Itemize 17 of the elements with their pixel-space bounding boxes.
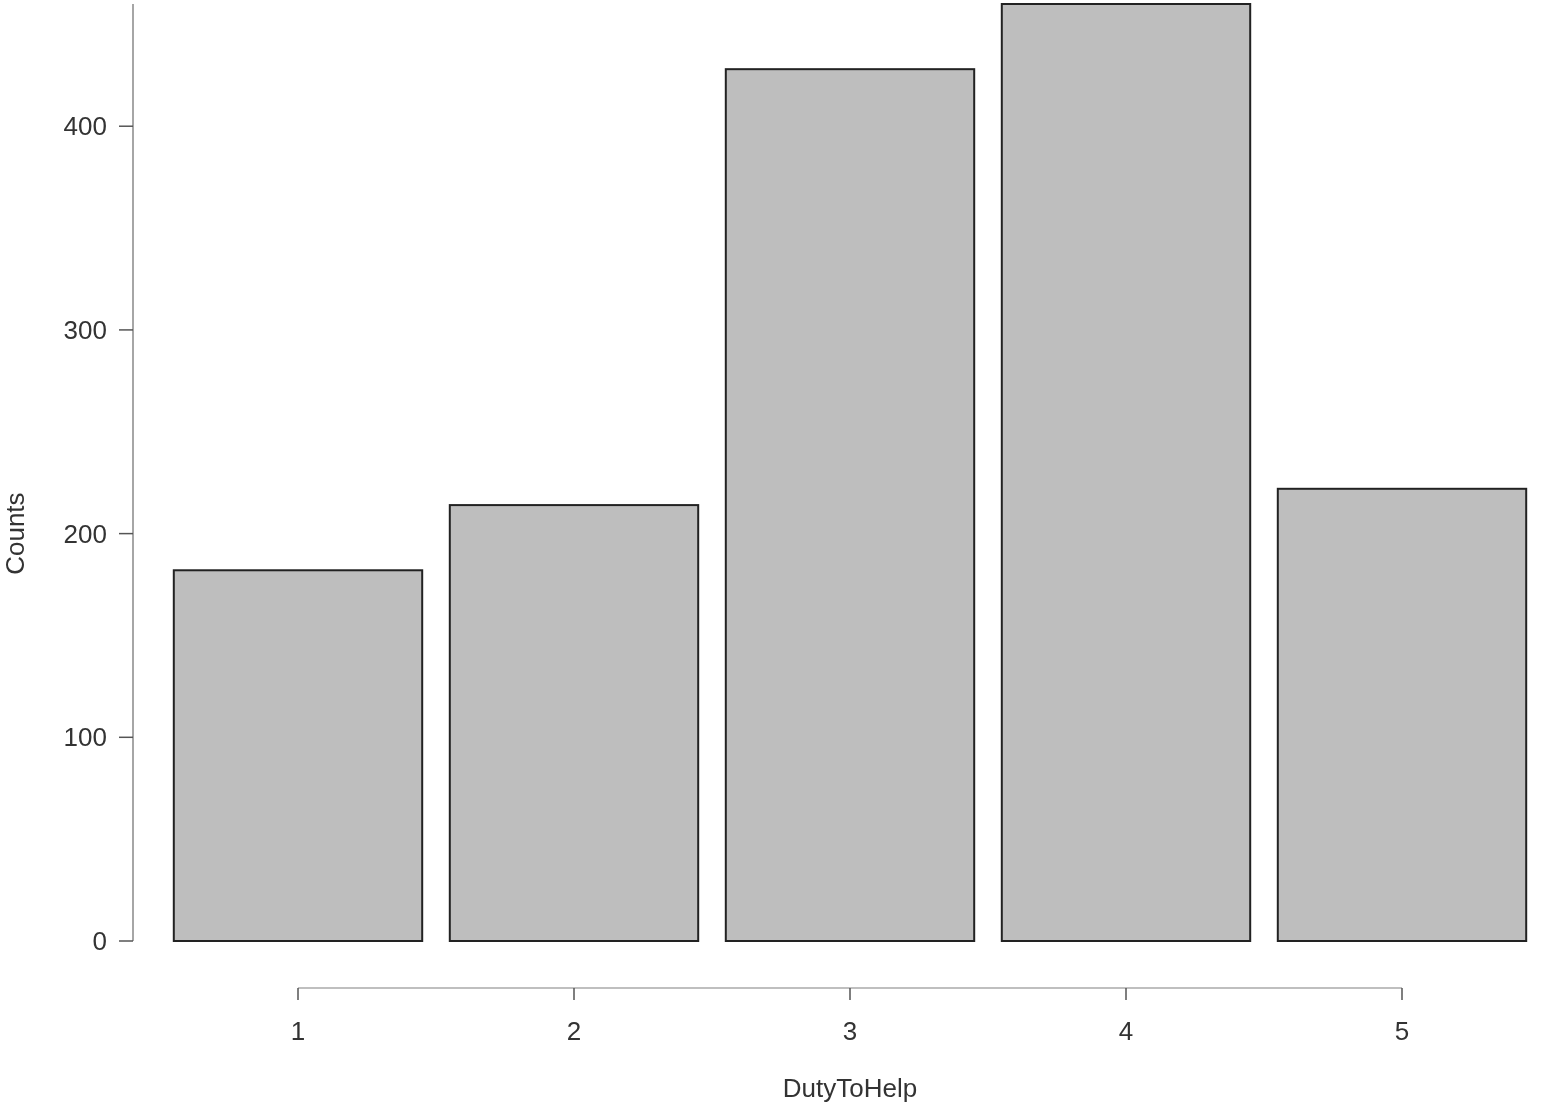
x-tick-label: 4 (1118, 1016, 1134, 1046)
y-tick-label: 400 (63, 111, 107, 142)
y-tick-label: 200 (63, 518, 107, 549)
y-tick-label: 100 (63, 722, 107, 753)
x-tick-label: 3 (842, 1016, 858, 1046)
x-tick-label: 1 (290, 1016, 306, 1046)
bar (172, 569, 424, 942)
x-tick-label: 2 (566, 1016, 582, 1046)
y-tick-label: 0 (92, 926, 107, 956)
x-tick-label: 5 (1394, 1016, 1410, 1046)
y-axis-title: Counts (0, 492, 30, 575)
y-tick-label: 300 (63, 314, 107, 345)
bar (1000, 3, 1252, 942)
bar (1276, 487, 1528, 942)
bar (724, 68, 976, 942)
x-axis-title: DutyToHelp (782, 1073, 918, 1103)
bar (448, 504, 700, 942)
